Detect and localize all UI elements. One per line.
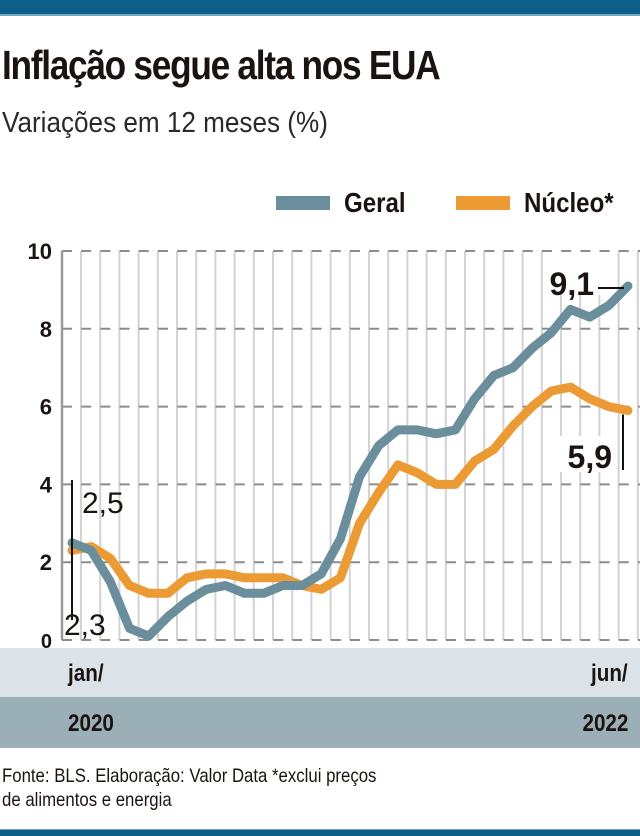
source-note: Fonte: BLS. Elaboração: Valor Data *excl… <box>2 764 376 812</box>
x-end-month-label: jun/ <box>591 660 628 687</box>
line-chart: 0 2 4 6 8 10 2,5 2,3 9,1 5,9 <box>28 240 640 650</box>
y-tick-label: 4 <box>40 472 53 497</box>
legend-swatch-nucleo <box>456 196 510 210</box>
chart-title: Inflação segue alta nos EUA <box>2 42 441 88</box>
y-tick-labels: 0 2 4 6 8 10 <box>28 240 53 650</box>
horizontal-gridlines <box>62 250 640 641</box>
x-start-month-label: jan/ <box>68 660 104 687</box>
legend-item-nucleo: Núcleo* <box>456 185 628 221</box>
y-tick-label: 8 <box>40 317 52 342</box>
chart-subtitle: Variações em 12 meses (%) <box>2 107 328 139</box>
annotations: 2,5 2,3 9,1 5,9 <box>64 266 624 642</box>
annotation-nucleo-end: 5,9 <box>568 439 612 475</box>
source-note-line-2: de alimentos e energia <box>2 789 172 811</box>
x-start-year-label: 2020 <box>68 710 114 737</box>
series-lines <box>67 281 633 641</box>
top-brand-bar <box>0 0 640 16</box>
annotation-geral-end: 9,1 <box>550 266 594 302</box>
annotation-geral-start: 2,5 <box>82 487 124 520</box>
annotation-bg <box>558 436 614 472</box>
y-tick-label: 0 <box>41 631 52 650</box>
x-axis-month-band <box>0 648 640 697</box>
series-line-nucleo <box>67 382 633 598</box>
legend-label-nucleo: Núcleo* <box>524 187 614 218</box>
y-tick-label: 6 <box>40 395 52 420</box>
annotation-nucleo-start: 2,3 <box>64 609 106 642</box>
x-axis-year-band <box>0 697 640 748</box>
bottom-brand-bar <box>0 829 640 836</box>
x-end-year-label: 2022 <box>582 710 628 737</box>
legend-item-geral: Geral <box>276 185 416 221</box>
source-note-line-1: Fonte: BLS. Elaboração: Valor Data *excl… <box>2 765 377 787</box>
y-tick-label: 2 <box>40 550 52 575</box>
legend-label-geral: Geral <box>344 187 406 218</box>
legend-swatch-geral <box>276 196 330 210</box>
vertical-gridlines <box>80 251 639 640</box>
y-tick-label: 10 <box>28 240 52 264</box>
series-line-geral <box>67 281 633 641</box>
